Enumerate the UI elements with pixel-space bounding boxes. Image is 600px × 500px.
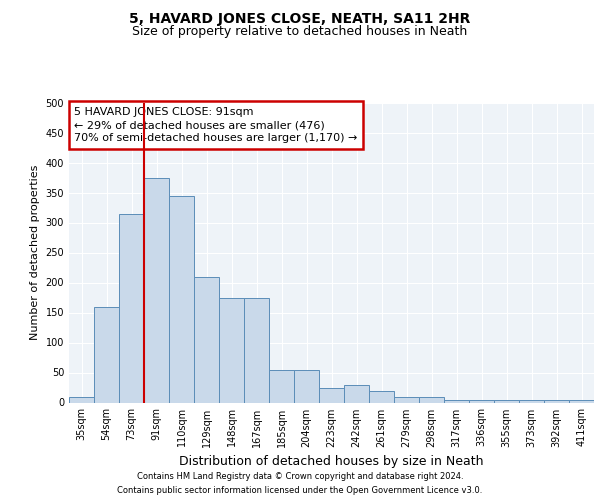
Bar bbox=[194, 276, 219, 402]
Bar bbox=[544, 400, 569, 402]
Bar bbox=[569, 400, 594, 402]
Bar bbox=[244, 298, 269, 403]
Bar bbox=[144, 178, 169, 402]
X-axis label: Distribution of detached houses by size in Neath: Distribution of detached houses by size … bbox=[179, 455, 484, 468]
Bar bbox=[344, 384, 369, 402]
Bar bbox=[219, 298, 244, 403]
Bar bbox=[94, 306, 119, 402]
Text: 5 HAVARD JONES CLOSE: 91sqm
← 29% of detached houses are smaller (476)
70% of se: 5 HAVARD JONES CLOSE: 91sqm ← 29% of det… bbox=[74, 107, 358, 144]
Text: Contains public sector information licensed under the Open Government Licence v3: Contains public sector information licen… bbox=[118, 486, 482, 495]
Bar bbox=[519, 400, 544, 402]
Bar bbox=[169, 196, 194, 402]
Bar bbox=[419, 396, 444, 402]
Bar bbox=[119, 214, 144, 402]
Bar bbox=[319, 388, 344, 402]
Bar bbox=[494, 400, 519, 402]
Bar bbox=[294, 370, 319, 402]
Bar bbox=[369, 390, 394, 402]
Text: Contains HM Land Registry data © Crown copyright and database right 2024.: Contains HM Land Registry data © Crown c… bbox=[137, 472, 463, 481]
Bar bbox=[469, 400, 494, 402]
Text: Size of property relative to detached houses in Neath: Size of property relative to detached ho… bbox=[133, 25, 467, 38]
Bar bbox=[444, 400, 469, 402]
Bar bbox=[394, 396, 419, 402]
Text: 5, HAVARD JONES CLOSE, NEATH, SA11 2HR: 5, HAVARD JONES CLOSE, NEATH, SA11 2HR bbox=[130, 12, 470, 26]
Bar bbox=[69, 396, 94, 402]
Bar bbox=[269, 370, 294, 402]
Y-axis label: Number of detached properties: Number of detached properties bbox=[30, 165, 40, 340]
